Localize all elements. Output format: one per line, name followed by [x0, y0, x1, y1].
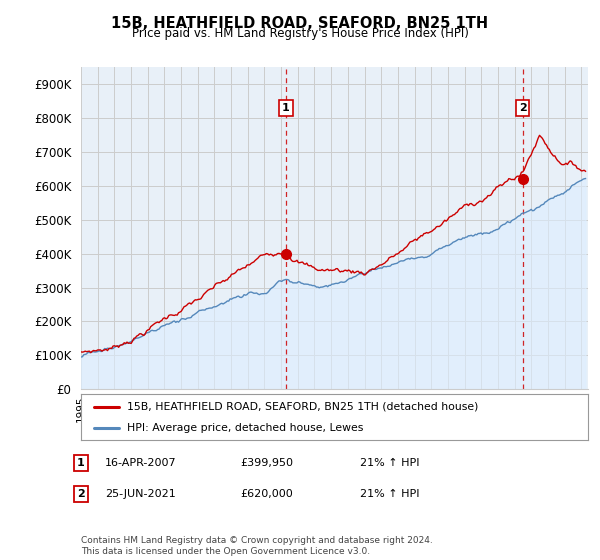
Text: 21% ↑ HPI: 21% ↑ HPI: [360, 489, 419, 499]
Text: 2: 2: [77, 489, 85, 499]
Text: £399,950: £399,950: [240, 458, 293, 468]
Text: 15B, HEATHFIELD ROAD, SEAFORD, BN25 1TH (detached house): 15B, HEATHFIELD ROAD, SEAFORD, BN25 1TH …: [127, 402, 478, 412]
Text: 2: 2: [519, 103, 526, 113]
Text: 15B, HEATHFIELD ROAD, SEAFORD, BN25 1TH: 15B, HEATHFIELD ROAD, SEAFORD, BN25 1TH: [112, 16, 488, 31]
Text: Price paid vs. HM Land Registry's House Price Index (HPI): Price paid vs. HM Land Registry's House …: [131, 27, 469, 40]
Text: £620,000: £620,000: [240, 489, 293, 499]
Text: 25-JUN-2021: 25-JUN-2021: [105, 489, 176, 499]
Text: HPI: Average price, detached house, Lewes: HPI: Average price, detached house, Lewe…: [127, 423, 363, 433]
Text: 16-APR-2007: 16-APR-2007: [105, 458, 176, 468]
Text: Contains HM Land Registry data © Crown copyright and database right 2024.
This d: Contains HM Land Registry data © Crown c…: [81, 536, 433, 556]
Text: 21% ↑ HPI: 21% ↑ HPI: [360, 458, 419, 468]
Text: 1: 1: [282, 103, 290, 113]
Text: 1: 1: [77, 458, 85, 468]
